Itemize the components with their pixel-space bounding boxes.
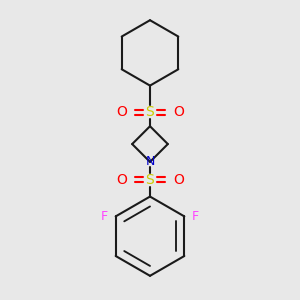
Text: O: O	[173, 173, 184, 187]
Text: O: O	[116, 173, 127, 187]
Text: F: F	[101, 210, 108, 223]
Text: S: S	[146, 105, 154, 119]
Text: O: O	[173, 105, 184, 119]
Text: F: F	[192, 210, 199, 223]
Text: N: N	[145, 155, 155, 168]
Text: S: S	[146, 173, 154, 187]
Text: O: O	[116, 105, 127, 119]
